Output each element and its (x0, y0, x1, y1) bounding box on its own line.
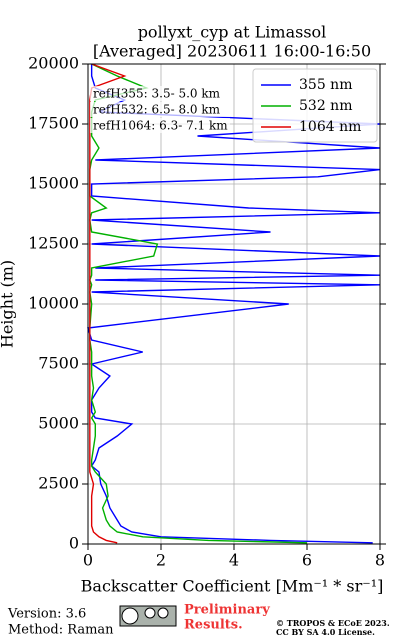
annotation-bg (90, 118, 230, 133)
annotation-bg (90, 86, 230, 101)
y-tick-label: 10000 (28, 294, 79, 313)
y-tick-label: 17500 (28, 114, 79, 133)
title: [Averaged] 20230611 16:00-16:50 (93, 42, 371, 61)
plot-frame (87, 63, 381, 545)
y-tick-label: 7500 (38, 354, 79, 373)
annotation-bg (90, 102, 230, 117)
preliminary: Results. (184, 618, 243, 633)
legend-label: 355 nm (299, 77, 352, 93)
copyright: © TROPOS & ECoE 2023. (276, 618, 390, 628)
method: Method: Raman (8, 623, 114, 638)
cc-icon (119, 605, 177, 627)
legend-label: 1064 nm (299, 119, 361, 135)
legend-box (252, 68, 378, 143)
title: pollyxt_cyp at Limassol (138, 23, 327, 42)
y-tick-label: 12500 (28, 234, 79, 253)
profile-line (89, 63, 127, 544)
y-axis-label: Height (m) (0, 260, 17, 348)
annotation: refH532: 6.5- 8.0 km (93, 103, 221, 117)
y-tick-label: 15000 (28, 174, 79, 193)
version: Version: 3.6 (7, 607, 86, 622)
profile-line (89, 63, 308, 544)
y-tick-label: 5000 (38, 414, 79, 433)
x-tick-label: 4 (229, 551, 239, 570)
y-tick-label: 20000 (28, 54, 79, 73)
x-tick-label: 6 (302, 551, 312, 570)
x-axis-label: Backscatter Coefficient [Mm⁻¹ * sr⁻¹] (81, 577, 384, 596)
x-tick-label: 8 (375, 551, 385, 570)
y-tick-label: 0 (69, 534, 79, 553)
annotation: refH355: 3.5- 5.0 km (93, 87, 221, 101)
y-tick-label: 2500 (38, 474, 79, 493)
x-tick-label: 2 (156, 551, 166, 570)
copyright: CC BY SA 4.0 License. (276, 627, 375, 637)
annotation: refH1064: 6.3- 7.1 km (93, 119, 228, 133)
profile-line (87, 64, 381, 544)
preliminary: Preliminary (184, 603, 270, 618)
x-tick-label: 0 (83, 551, 93, 570)
legend-label: 532 nm (299, 98, 352, 114)
